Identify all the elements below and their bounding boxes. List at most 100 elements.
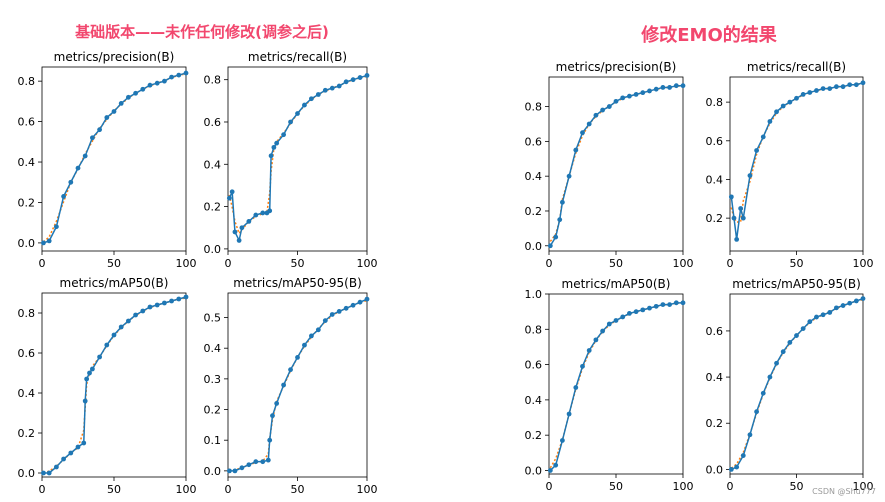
series-line — [549, 302, 683, 472]
series-line — [730, 82, 864, 240]
data-point — [847, 300, 853, 306]
data-point — [84, 376, 90, 382]
y-tick-label: 0.6 — [525, 135, 543, 148]
y-tick-label: 0.1 — [204, 434, 222, 447]
y-tick-label: 0.6 — [706, 325, 724, 338]
data-point — [731, 215, 737, 221]
chart-title: metrics/recall(B) — [747, 60, 846, 74]
data-point — [834, 305, 839, 311]
data-point — [322, 318, 328, 323]
data-point — [41, 240, 46, 246]
data-point — [357, 75, 363, 80]
x-tick-label: 100 — [357, 257, 378, 270]
x-tick-label: 100 — [176, 257, 197, 270]
data-point — [226, 468, 232, 474]
data-point — [740, 453, 746, 458]
data-point — [613, 98, 619, 104]
data-point — [820, 86, 826, 91]
data-point — [309, 96, 314, 102]
data-point — [82, 153, 88, 159]
data-point — [232, 468, 238, 474]
y-tick-label: 0.6 — [18, 116, 36, 129]
data-point — [606, 104, 612, 109]
plot-grid: metrics/precision(B) 0 50 100 0.0 0.2 0.4 0.6 0.… — [18, 50, 874, 496]
data-point — [760, 134, 766, 140]
data-point — [627, 311, 632, 316]
y-tick-label: 0.0 — [706, 463, 724, 476]
data-point — [118, 100, 124, 106]
data-point — [673, 300, 679, 306]
series-line — [229, 298, 368, 472]
data-point — [295, 355, 300, 360]
series-line — [228, 74, 368, 243]
data-point — [82, 398, 88, 404]
data-point — [647, 88, 652, 94]
x-tick-label: 100 — [853, 257, 874, 270]
data-point — [740, 215, 746, 221]
data-point — [620, 314, 626, 320]
x-tick-label: 0 — [39, 483, 46, 496]
data-point — [295, 111, 300, 116]
data-point — [274, 401, 280, 406]
data-point — [840, 84, 846, 90]
data-point — [267, 208, 273, 214]
data-point — [853, 298, 859, 304]
x-tick-label: 50 — [609, 480, 623, 493]
smoothed-line — [42, 73, 187, 243]
data-point — [747, 432, 753, 438]
watermark: CSDN @Shu777 — [812, 487, 876, 496]
y-tick-label: 0.4 — [706, 173, 724, 186]
data-point — [111, 332, 117, 338]
data-point — [547, 243, 553, 249]
data-point — [673, 83, 679, 89]
data-point — [97, 354, 102, 360]
data-point — [246, 218, 252, 224]
data-point — [68, 179, 74, 185]
data-point — [807, 90, 813, 95]
y-tick-label: 0.2 — [706, 212, 724, 225]
data-point — [265, 457, 271, 463]
chart-title: metrics/recall(B) — [248, 50, 347, 64]
data-point — [133, 90, 139, 96]
y-tick-label: 0.8 — [706, 96, 724, 109]
y-tick-label: 0.6 — [204, 116, 222, 129]
data-point — [774, 360, 779, 366]
data-point — [329, 85, 335, 91]
chart-5: metrics/precision(B) 0 50 100 0.0 0.2 0.4 0.6 0.… — [525, 60, 694, 270]
data-point — [728, 194, 734, 200]
data-point — [90, 135, 95, 141]
data-point — [336, 83, 342, 89]
data-point — [640, 90, 646, 96]
data-point — [68, 450, 74, 456]
data-point — [667, 85, 672, 90]
data-point — [680, 83, 686, 89]
chart-title: metrics/mAP50-95(B) — [732, 277, 861, 291]
chart-3: metrics/mAP50(B) 0 50 100 0.0 0.2 0.4 0.6 0.8 — [18, 276, 197, 496]
data-point — [807, 319, 813, 325]
data-point — [627, 93, 632, 99]
x-tick-label: 100 — [853, 480, 874, 493]
data-point — [364, 296, 370, 302]
x-tick-label: 50 — [790, 480, 804, 493]
y-tick-label: 0.8 — [525, 101, 543, 114]
x-tick-label: 50 — [291, 257, 305, 270]
x-tick-label: 100 — [176, 483, 197, 496]
data-point — [787, 340, 793, 345]
data-point — [553, 234, 559, 240]
data-point — [827, 86, 833, 91]
data-point — [253, 459, 259, 465]
right-group-heading: 修改EMO的结果 — [640, 24, 778, 46]
data-point — [281, 382, 286, 388]
data-point — [593, 337, 599, 343]
smoothed-line — [730, 83, 864, 223]
y-tick-label: 0.4 — [18, 387, 36, 400]
y-tick-label: 0.3 — [204, 373, 222, 386]
chart-6: metrics/recall(B) 0 50 100 0.2 0.4 0.6 0.8 — [706, 60, 874, 270]
data-point — [814, 88, 819, 93]
data-point — [309, 333, 314, 339]
data-point — [302, 102, 307, 108]
data-point — [268, 153, 274, 159]
x-tick-label: 50 — [107, 257, 121, 270]
data-point — [640, 307, 646, 313]
data-point — [140, 86, 146, 92]
